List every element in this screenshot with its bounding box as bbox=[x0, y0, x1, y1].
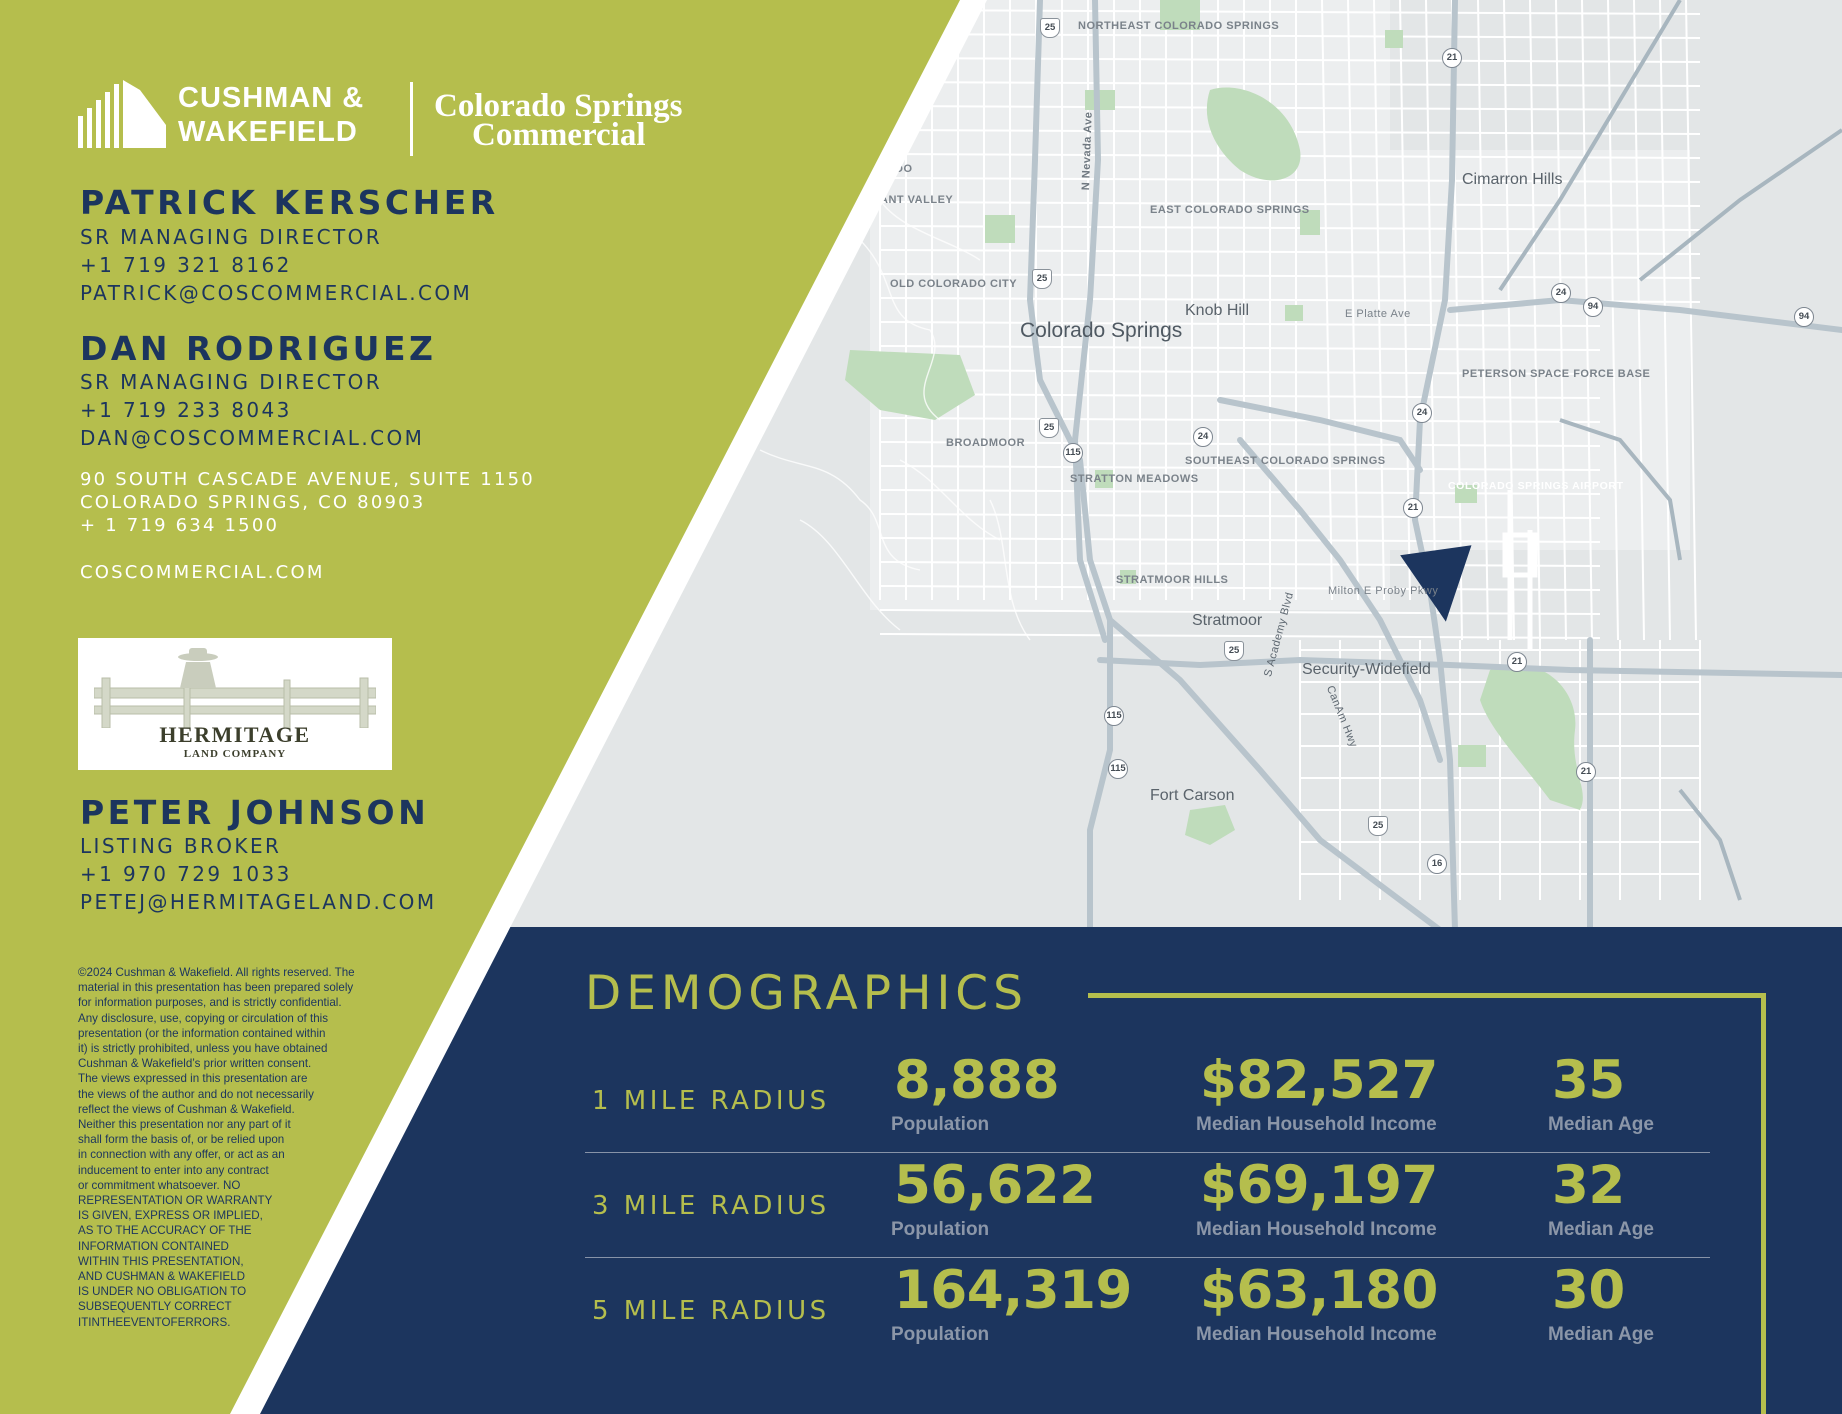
contact-email[interactable]: DAN@COSCOMMERCIAL.COM bbox=[80, 426, 425, 450]
map-label-broadmoor: BROADMOOR bbox=[946, 437, 1026, 449]
route-shield: 115 bbox=[1063, 443, 1083, 463]
disclaimer-line: The views expressed in this presentation… bbox=[78, 1072, 308, 1086]
disclaimer-line: ©2024 Cushman & Wakefield. All rights re… bbox=[78, 966, 355, 979]
route-shield: 24 bbox=[1551, 283, 1571, 303]
route-shield: 24 bbox=[1193, 427, 1213, 447]
disclaimer-line: it) is strictly prohibited, unless you h… bbox=[78, 1042, 328, 1056]
disclaimer-line: WITHIN THIS PRESENTATION, bbox=[78, 1254, 244, 1268]
rancher-fence-icon bbox=[94, 648, 376, 728]
hermitage-subtitle: LAND COMPANY bbox=[183, 748, 287, 760]
disclaimer-line: the views of the author and do not neces… bbox=[78, 1087, 314, 1101]
map-airport-runways bbox=[1502, 490, 1538, 650]
disclaimer-line: Any disclosure, use, copying or circulat… bbox=[78, 1011, 329, 1025]
disclaimer-line: Cushman & Wakefield’s prior written cons… bbox=[78, 1057, 312, 1071]
disclaimer-line: ITINTHEEVENTOFERRORS. bbox=[78, 1315, 231, 1329]
route-shield: 24 bbox=[1412, 403, 1432, 423]
contact-name: DAN RODRIGUEZ bbox=[80, 329, 437, 368]
map-label-milton: Milton E Proby Pkwy bbox=[1328, 585, 1439, 597]
map-label-stratmoor: Stratmoor bbox=[1192, 612, 1263, 629]
map-label-pleasant-valley: ANT VALLEY bbox=[880, 194, 954, 206]
brand-partner-line1: Colorado Springs bbox=[434, 88, 683, 124]
route-shield: 25 bbox=[1032, 269, 1052, 289]
map-location-marker bbox=[1400, 545, 1472, 622]
map-label-knob-hill: Knob Hill bbox=[1185, 302, 1250, 319]
contact-name: PETER JOHNSON bbox=[80, 793, 430, 832]
brand-partner-line2: Commercial bbox=[472, 117, 646, 153]
route-shield: 115 bbox=[1104, 706, 1124, 726]
route-shield: 115 bbox=[1108, 759, 1128, 779]
contact-phone[interactable]: +1 970 729 1033 bbox=[80, 862, 292, 886]
contact-title: SR MANAGING DIRECTOR bbox=[80, 225, 383, 249]
map-label-fort-carson: Fort Carson bbox=[1150, 787, 1235, 804]
office-address-line2: COLORADO SPRINGS, CO 80903 bbox=[80, 492, 426, 513]
map-parks bbox=[845, 0, 1583, 845]
map-label-stratmoor-hills: STRATMOOR HILLS bbox=[1116, 574, 1229, 586]
brand-company-line1: CUSHMAN & bbox=[178, 82, 365, 114]
map-label-cimarron-hills: Cimarron Hills bbox=[1462, 171, 1563, 188]
contact-phone[interactable]: +1 719 233 8043 bbox=[80, 398, 292, 422]
disclaimer-line: AS TO THE ACCURACY OF THE bbox=[78, 1224, 252, 1238]
disclaimer-line: material in this presentation has been p… bbox=[78, 981, 354, 995]
disclaimer-line: presentation (or the information contain… bbox=[78, 1026, 326, 1040]
hermitage-logo: HERMITAGE LAND COMPANY bbox=[78, 638, 392, 770]
disclaimer-line: or commitment whatsoever. NO bbox=[78, 1178, 241, 1192]
route-shield: 25 bbox=[1039, 418, 1059, 438]
cushman-wakefield-logo: CUSHMAN & WAKEFIELD bbox=[78, 80, 398, 154]
map-terrain-lines bbox=[759, 199, 1031, 641]
disclaimer-line: REPRESENTATION OR WARRANTY bbox=[78, 1194, 273, 1208]
contact-email[interactable]: PATRICK@COSCOMMERCIAL.COM bbox=[80, 281, 473, 305]
route-shield: 94 bbox=[1583, 297, 1603, 317]
route-shield: 21 bbox=[1576, 762, 1596, 782]
disclaimer-line: for information purposes, and is strictl… bbox=[78, 996, 342, 1010]
route-shield: 25 bbox=[1368, 816, 1388, 836]
disclaimer-line: reflect the views of Cushman & Wakefield… bbox=[78, 1102, 295, 1116]
contact-title: LISTING BROKER bbox=[80, 834, 282, 858]
map-highways bbox=[1498, 0, 1842, 901]
contact-email[interactable]: PETEJ@HERMITAGELAND.COM bbox=[80, 890, 437, 914]
disclaimer-line: inducement to enter into any contract bbox=[78, 1163, 269, 1177]
map-label-e-platte: E Platte Ave bbox=[1345, 308, 1411, 320]
map-label-airport: COLORADO SPRINGS AIRPORT bbox=[1448, 480, 1624, 492]
route-shield: 16 bbox=[1427, 854, 1447, 874]
legal-disclaimer: ©2024 Cushman & Wakefield. All rights re… bbox=[78, 965, 430, 1330]
disclaimer-line: SUBSEQUENTLY CORRECT bbox=[78, 1300, 232, 1314]
office-address-line1: 90 SOUTH CASCADE AVENUE, SUITE 1150 bbox=[80, 469, 535, 490]
disclaimer-line: INFORMATION CONTAINED bbox=[78, 1239, 229, 1253]
map-label-northeast: NORTHEAST COLORADO SPRINGS bbox=[1078, 20, 1280, 32]
route-shield: 21 bbox=[1507, 652, 1527, 672]
map-label-old-cs: OLD COLORADO CITY bbox=[890, 278, 1018, 290]
disclaimer-line: Neither this presentation nor any part o… bbox=[78, 1118, 291, 1132]
contact-title: SR MANAGING DIRECTOR bbox=[80, 370, 383, 394]
map-label-security-widefield: Security-Widefield bbox=[1302, 661, 1431, 678]
brand-company-line2: WAKEFIELD bbox=[178, 116, 358, 148]
route-shield: 25 bbox=[1040, 18, 1060, 38]
contact-name: PATRICK KERSCHER bbox=[80, 183, 499, 222]
office-website[interactable]: COSCOMMERCIAL.COM bbox=[80, 562, 325, 583]
disclaimer-line: AND CUSHMAN & WAKEFIELD bbox=[78, 1270, 246, 1284]
disclaimer-line: in connection with any offer, or act as … bbox=[78, 1148, 285, 1162]
map-major-roads bbox=[1026, 0, 1842, 930]
contact-phone[interactable]: +1 719 321 8162 bbox=[80, 253, 292, 277]
route-shield: 25 bbox=[1224, 641, 1244, 661]
logo-divider bbox=[410, 82, 413, 156]
disclaimer-line: IS GIVEN, EXPRESS OR IMPLIED, bbox=[78, 1209, 263, 1223]
disclaimer-line: shall form the basis of, or be relied up… bbox=[78, 1133, 285, 1147]
disclaimer-line: IS UNDER NO OBLIGATION TO bbox=[78, 1285, 247, 1299]
route-shield: 21 bbox=[1403, 498, 1423, 518]
route-shield: 94 bbox=[1794, 307, 1814, 327]
office-phone[interactable]: + 1 719 634 1500 bbox=[80, 515, 280, 536]
hermitage-name: HERMITAGE bbox=[159, 722, 311, 747]
building-icon bbox=[78, 80, 166, 148]
route-shield: 21 bbox=[1442, 48, 1462, 68]
